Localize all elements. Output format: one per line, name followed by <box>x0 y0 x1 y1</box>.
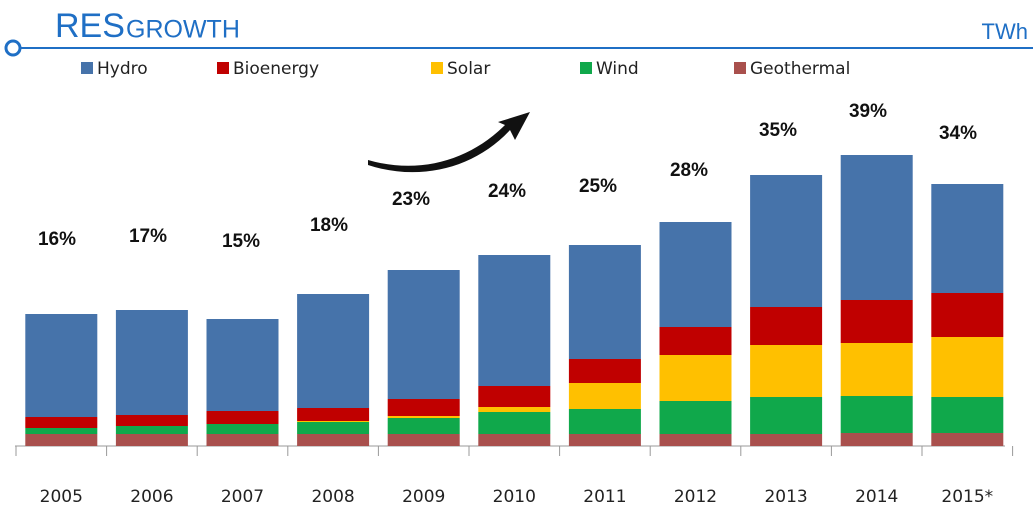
share-label: 35% <box>759 120 797 141</box>
bar-segment <box>206 424 279 434</box>
bar-segment <box>840 396 913 433</box>
bar-segment <box>206 319 279 411</box>
bar-segment <box>478 434 551 446</box>
x-tick-label: 2007 <box>221 487 264 507</box>
bar-segment <box>387 418 460 434</box>
share-label: 34% <box>939 123 977 144</box>
bar-segment <box>750 397 823 434</box>
bar-segment <box>659 355 732 401</box>
bar-segment <box>25 417 98 428</box>
bar-segment <box>206 411 279 424</box>
bar-segment <box>568 359 641 383</box>
x-tick-label: 2008 <box>311 487 354 507</box>
x-tick-label: 2009 <box>402 487 445 507</box>
legend-swatch <box>431 62 443 74</box>
bar-segment <box>478 386 551 407</box>
bar-segment <box>297 434 370 446</box>
share-label: 18% <box>310 215 348 236</box>
bar-segment <box>840 433 913 446</box>
bar-segment <box>387 270 460 399</box>
bar-segment <box>387 434 460 446</box>
bar-segment <box>750 307 823 345</box>
bar-segment <box>659 401 732 434</box>
legend-label: Bioenergy <box>233 59 319 79</box>
bar-segment <box>750 175 823 307</box>
legend-label: Hydro <box>97 59 148 79</box>
bar-segment <box>297 294 370 408</box>
bar-segment <box>659 222 732 327</box>
bar-segment <box>25 428 98 434</box>
bar-segment <box>387 399 460 416</box>
x-tick-label: 2011 <box>583 487 626 507</box>
bar-segment <box>568 434 641 446</box>
legend-swatch <box>580 62 592 74</box>
share-label: 17% <box>129 226 167 247</box>
x-tick-label: 2010 <box>493 487 536 507</box>
bar-segment <box>568 383 641 409</box>
bar-segment <box>25 314 98 417</box>
chart-title: RES <box>55 7 125 45</box>
share-label: 28% <box>670 160 708 181</box>
bar-segment <box>568 409 641 434</box>
x-tick-label: 2005 <box>40 487 83 507</box>
bar-segment <box>931 433 1004 446</box>
legend-swatch <box>81 62 93 74</box>
share-label: 25% <box>579 176 617 197</box>
bar-segment <box>931 184 1004 293</box>
bar-segment <box>840 300 913 343</box>
bar-segment <box>115 310 188 415</box>
bar-segment <box>387 416 460 418</box>
chart-subtitle: GROWTH <box>126 16 240 44</box>
bar-segment <box>206 434 279 446</box>
legend-swatch <box>217 62 229 74</box>
bar-segment <box>840 343 913 396</box>
bar-segment <box>750 345 823 397</box>
legend-label: Solar <box>447 59 490 79</box>
bar-segment <box>25 434 98 446</box>
unit-label: TWh <box>982 19 1028 44</box>
bar-segment <box>297 422 370 434</box>
bar-segment <box>840 155 913 300</box>
bar-segment <box>115 415 188 426</box>
bar-segment <box>931 337 1004 397</box>
legend-swatch <box>734 62 746 74</box>
x-tick-label: 2015* <box>941 487 993 507</box>
bar-segment <box>115 434 188 446</box>
bar-segment <box>931 293 1004 337</box>
bar-segment <box>568 245 641 359</box>
bar-segment <box>115 426 188 434</box>
bar-segment <box>478 255 551 386</box>
bar-segment <box>659 434 732 446</box>
legend-label: Wind <box>596 59 639 79</box>
x-tick-label: 2006 <box>130 487 173 507</box>
x-tick-label: 2012 <box>674 487 717 507</box>
share-label: 23% <box>392 189 430 210</box>
bar-segment <box>750 434 823 446</box>
bar-segment <box>478 407 551 412</box>
bar-segment <box>478 412 551 434</box>
bar-segment <box>931 397 1004 433</box>
bar-segment <box>297 421 370 422</box>
header-dot <box>4 39 22 57</box>
share-label: 39% <box>849 101 887 122</box>
bar-segment <box>297 408 370 421</box>
share-label: 15% <box>222 231 260 252</box>
share-label: 24% <box>488 181 526 202</box>
bar-segment <box>659 327 732 355</box>
trend-arrow <box>368 112 530 173</box>
legend-label: Geothermal <box>750 59 850 79</box>
share-label: 16% <box>38 229 76 250</box>
x-tick-label: 2014 <box>855 487 898 507</box>
x-tick-label: 2013 <box>764 487 807 507</box>
